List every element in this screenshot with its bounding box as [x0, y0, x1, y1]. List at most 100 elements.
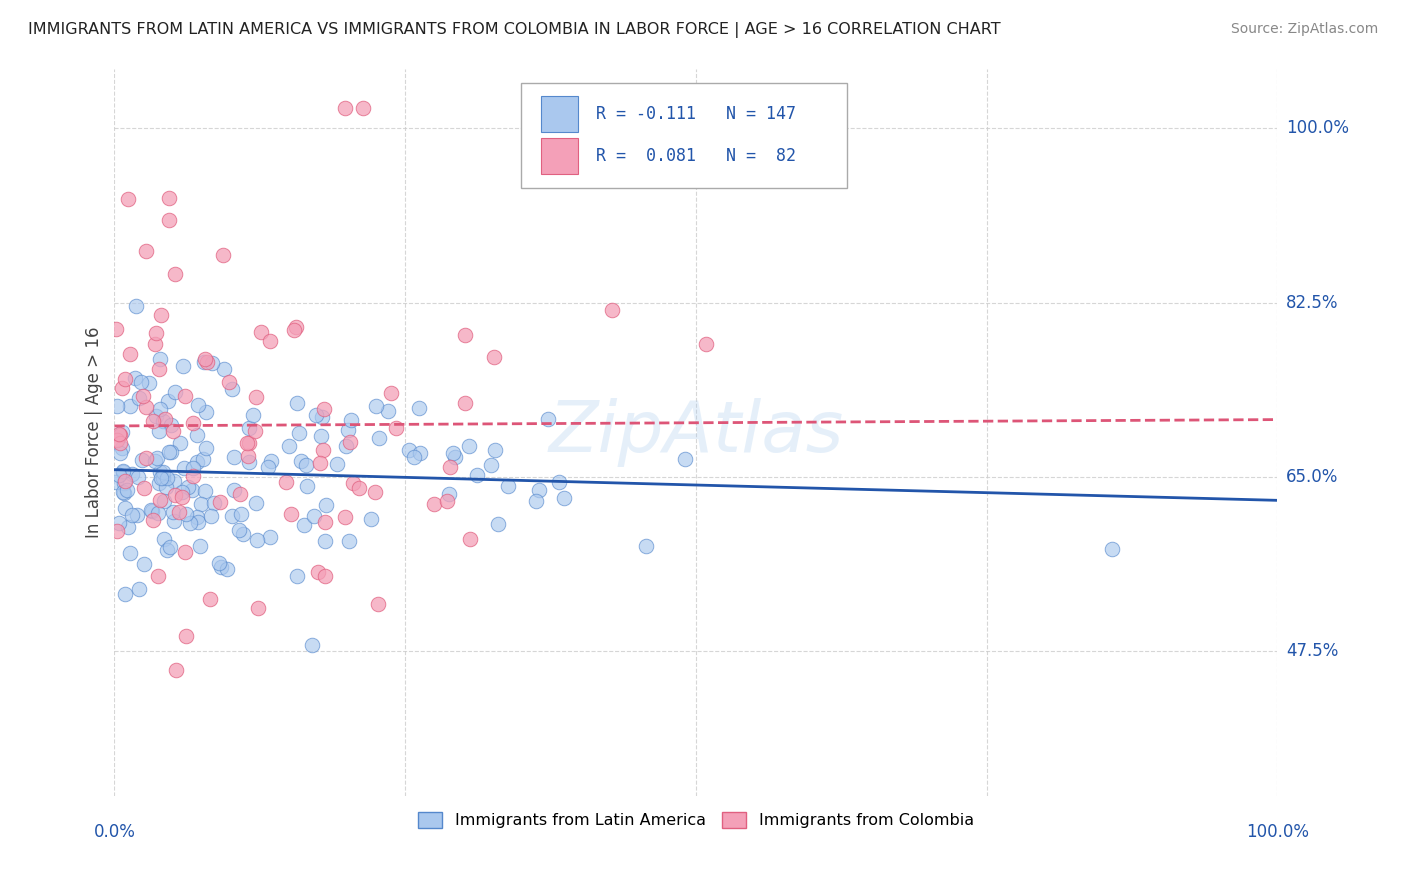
Point — [238, 421, 260, 435]
Point — [339, 435, 361, 450]
Point — [163, 488, 186, 502]
Point — [333, 101, 356, 115]
Point — [124, 370, 146, 384]
Point — [160, 418, 183, 433]
Point — [162, 505, 184, 519]
Point — [277, 439, 299, 453]
Point — [600, 303, 623, 318]
Text: 0.0%: 0.0% — [93, 823, 135, 841]
Point — [129, 376, 152, 390]
Point — [174, 545, 197, 559]
Point — [217, 562, 239, 576]
Point — [108, 436, 131, 450]
Point — [238, 455, 260, 469]
Point — [311, 409, 333, 424]
Point — [288, 425, 311, 440]
Point — [439, 487, 461, 501]
Point — [352, 101, 374, 115]
Point — [337, 534, 360, 549]
Point — [139, 502, 162, 516]
Point — [312, 401, 335, 416]
Point — [135, 244, 157, 259]
Point — [186, 510, 208, 524]
Point — [170, 485, 193, 500]
Point — [302, 508, 325, 523]
Point — [524, 494, 547, 508]
Point — [143, 454, 166, 468]
Point — [146, 506, 169, 520]
Point — [149, 402, 172, 417]
Point — [150, 308, 173, 322]
Point — [180, 483, 202, 498]
Point — [120, 399, 142, 413]
Point — [152, 465, 174, 479]
Point — [148, 476, 170, 491]
Point — [138, 376, 160, 390]
Point — [156, 394, 179, 409]
Point — [157, 191, 180, 205]
Point — [245, 495, 267, 509]
Point — [439, 460, 461, 475]
Point — [193, 355, 215, 369]
Point — [107, 467, 129, 482]
Point — [284, 320, 307, 334]
Point — [181, 460, 204, 475]
Point — [194, 405, 217, 419]
Point — [108, 445, 131, 459]
Point — [153, 494, 176, 508]
Point — [454, 395, 477, 409]
Text: 65.0%: 65.0% — [1286, 467, 1339, 486]
Point — [181, 469, 204, 483]
Point — [479, 458, 502, 472]
Bar — [541, 137, 578, 174]
Point — [309, 457, 332, 471]
Point — [1101, 542, 1123, 557]
Point — [236, 435, 259, 450]
Point — [165, 384, 187, 399]
Point — [209, 559, 232, 574]
Point — [105, 475, 128, 489]
Bar — [541, 96, 578, 133]
Point — [172, 490, 194, 504]
Point — [377, 404, 399, 418]
Point — [195, 355, 218, 369]
Point — [537, 412, 560, 426]
Point — [222, 450, 245, 464]
Point — [548, 475, 571, 489]
Point — [125, 299, 148, 313]
Point — [553, 491, 575, 505]
Point — [209, 495, 232, 509]
Point — [128, 582, 150, 597]
Point — [250, 325, 273, 339]
Point — [260, 454, 283, 468]
Point — [408, 401, 430, 416]
Point — [280, 507, 302, 521]
Point — [127, 508, 149, 522]
Text: Source: ZipAtlas.com: Source: ZipAtlas.com — [1230, 22, 1378, 37]
Point — [114, 587, 136, 601]
Point — [314, 569, 336, 583]
Text: IMMIGRANTS FROM LATIN AMERICA VS IMMIGRANTS FROM COLOMBIA IN LABOR FORCE | AGE >: IMMIGRANTS FROM LATIN AMERICA VS IMMIGRA… — [28, 22, 1001, 38]
Point — [112, 485, 135, 500]
Point — [186, 455, 208, 469]
Point — [172, 359, 194, 374]
Point — [259, 530, 281, 544]
Point — [114, 474, 136, 488]
Point — [211, 248, 233, 262]
Point — [194, 442, 217, 456]
Point — [111, 441, 134, 455]
Point — [695, 337, 717, 351]
Point — [149, 471, 172, 485]
Point — [259, 334, 281, 348]
Point — [131, 453, 153, 467]
Point — [117, 520, 139, 534]
Point — [326, 457, 349, 471]
Point — [121, 508, 143, 523]
Point — [194, 351, 217, 366]
Point — [441, 446, 464, 460]
Text: R =  0.081   N =  82: R = 0.081 N = 82 — [596, 147, 796, 165]
Point — [484, 443, 506, 458]
Point — [364, 485, 387, 500]
Text: 82.5%: 82.5% — [1286, 293, 1339, 311]
Point — [142, 513, 165, 527]
